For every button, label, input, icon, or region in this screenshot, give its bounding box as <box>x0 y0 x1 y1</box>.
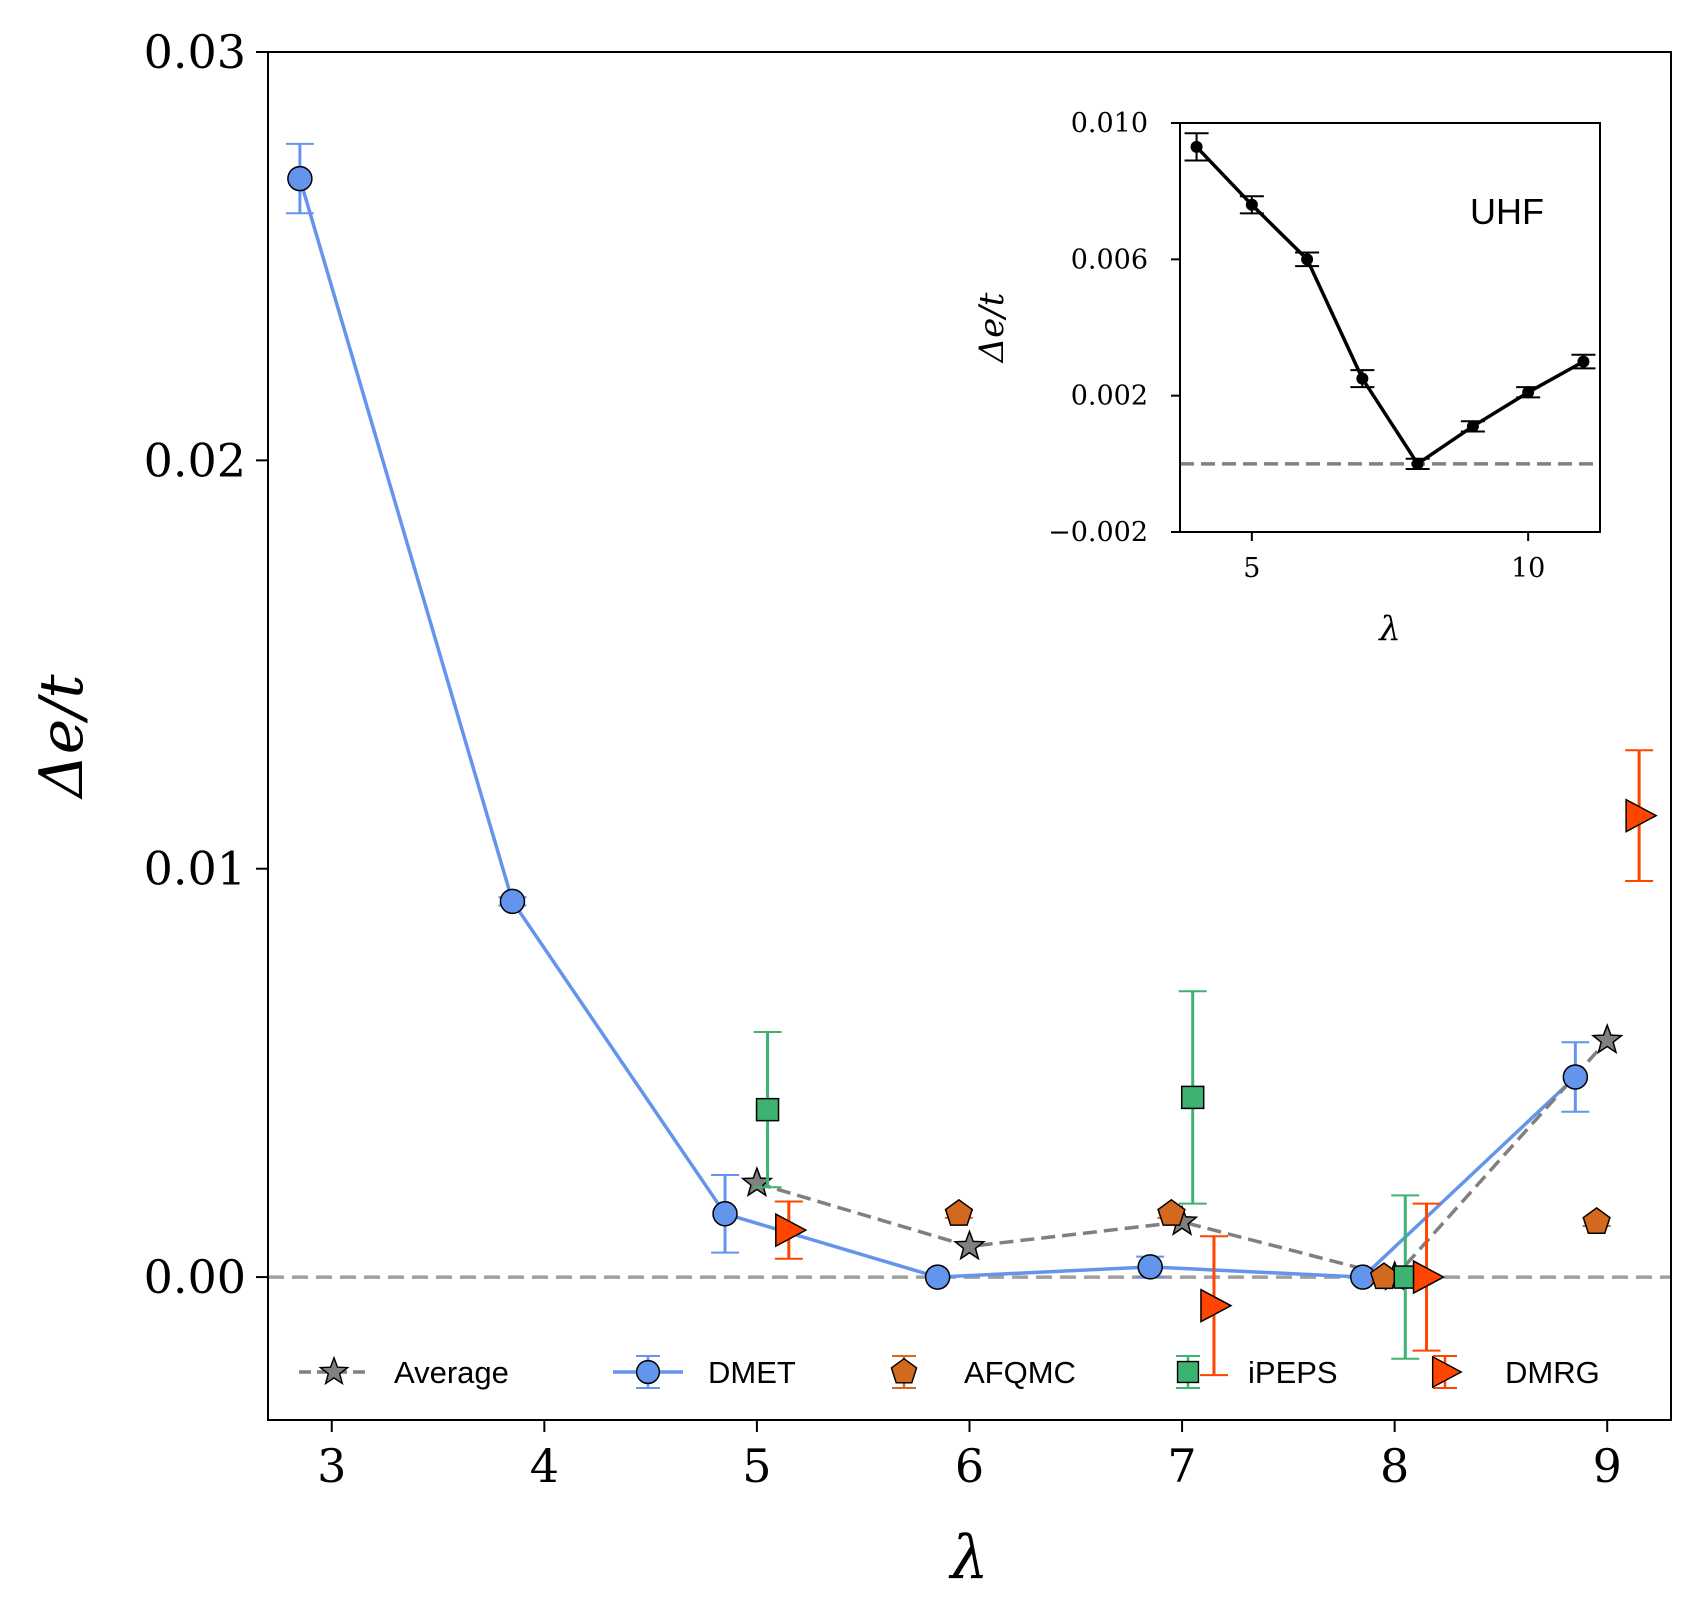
x-tick-label: 5 <box>742 1439 771 1493</box>
point-dmet <box>287 165 313 192</box>
point-dmet <box>499 888 526 915</box>
legend-item-average: Average <box>299 1355 509 1390</box>
point-afqmc <box>1582 1206 1611 1235</box>
point-average <box>953 1229 986 1261</box>
inset-x-tick-label: 10 <box>1511 553 1545 584</box>
point-dmrg <box>1200 1288 1233 1323</box>
inset-annotation: UHF <box>1470 191 1544 232</box>
inset-background <box>1180 123 1600 532</box>
legend-marker-afqmc <box>890 1357 918 1384</box>
inset-y-tick-label: 0.010 <box>1071 108 1148 139</box>
legend-marker-ipeps <box>1176 1360 1200 1384</box>
inset-point <box>1577 355 1590 368</box>
legend: Average DMET AFQMC iPEPS DMRG <box>299 1355 1600 1390</box>
legend-label-afqmc: AFQMC <box>964 1355 1076 1390</box>
x-tick-label: 7 <box>1167 1439 1196 1493</box>
legend-item-afqmc: AFQMC <box>890 1355 1076 1390</box>
inset-point <box>1466 420 1479 433</box>
legend-item-ipeps: iPEPS <box>1176 1355 1338 1390</box>
inset-frame <box>1179 122 1601 533</box>
inset-y-axis-label: Δe/t <box>972 292 1012 364</box>
point-dmet <box>1137 1254 1163 1280</box>
inset-point <box>1190 140 1203 153</box>
legend-label-ipeps: iPEPS <box>1248 1355 1338 1390</box>
x-tick-label: 9 <box>1593 1439 1622 1493</box>
inset-y-tick-label: 0.002 <box>1071 381 1148 412</box>
inset-chart: 5 10 −0.002 0.002 0.006 0.010 λ Δe/t UHF <box>972 108 1601 649</box>
x-tick-label: 4 <box>530 1439 559 1493</box>
legend-item-dmet: DMET <box>613 1355 796 1390</box>
y-tick-label: 0.00 <box>144 1250 246 1304</box>
y-tick-label: 0.02 <box>144 433 246 487</box>
point-dmrg <box>1625 798 1658 833</box>
legend-item-dmrg: DMRG <box>1431 1355 1600 1390</box>
legend-label-average: Average <box>394 1355 509 1390</box>
point-ipeps <box>755 1097 780 1122</box>
x-tick-label: 8 <box>1380 1439 1409 1493</box>
x-tick-label: 6 <box>955 1439 984 1493</box>
y-axis-label: Δe/t <box>27 674 97 800</box>
point-dmet <box>924 1264 951 1290</box>
legend-label-dmet: DMET <box>708 1355 796 1390</box>
inset-point <box>1356 372 1369 385</box>
point-afqmc <box>944 1198 974 1226</box>
inset-y-tick-label: 0.006 <box>1071 244 1148 275</box>
point-dmet <box>1350 1264 1376 1290</box>
point-afqmc <box>1157 1198 1186 1226</box>
point-average <box>1590 1023 1624 1055</box>
series-line-average <box>756 1039 1609 1280</box>
inset-point <box>1245 198 1258 211</box>
point-dmet <box>712 1201 738 1227</box>
inset-point <box>1522 386 1535 399</box>
point-dmrg <box>1412 1259 1446 1295</box>
point-dmrg <box>775 1212 808 1248</box>
inset-y-tick-label: −0.002 <box>1048 517 1148 548</box>
legend-label-dmrg: DMRG <box>1505 1355 1600 1390</box>
inset-point <box>1301 253 1314 266</box>
x-axis-label: λ <box>948 1523 988 1593</box>
inset-x-tick-label: 5 <box>1243 553 1260 584</box>
y-tick-label: 0.01 <box>144 842 246 896</box>
point-dmet <box>1562 1064 1589 1090</box>
inset-x-axis-label: λ <box>1377 609 1401 649</box>
y-tick-label: 0.03 <box>144 25 246 79</box>
inset-point <box>1411 457 1424 470</box>
legend-marker-dmet <box>635 1359 661 1385</box>
main-chart: 3 4 5 6 7 8 9 0.00 0.01 0.02 0.03 λ Δe/t <box>27 25 1672 1593</box>
point-ipeps <box>1180 1085 1205 1110</box>
x-tick-label: 3 <box>317 1439 346 1493</box>
legend-marker-dmrg <box>1431 1355 1463 1389</box>
legend-marker-average <box>318 1355 350 1386</box>
